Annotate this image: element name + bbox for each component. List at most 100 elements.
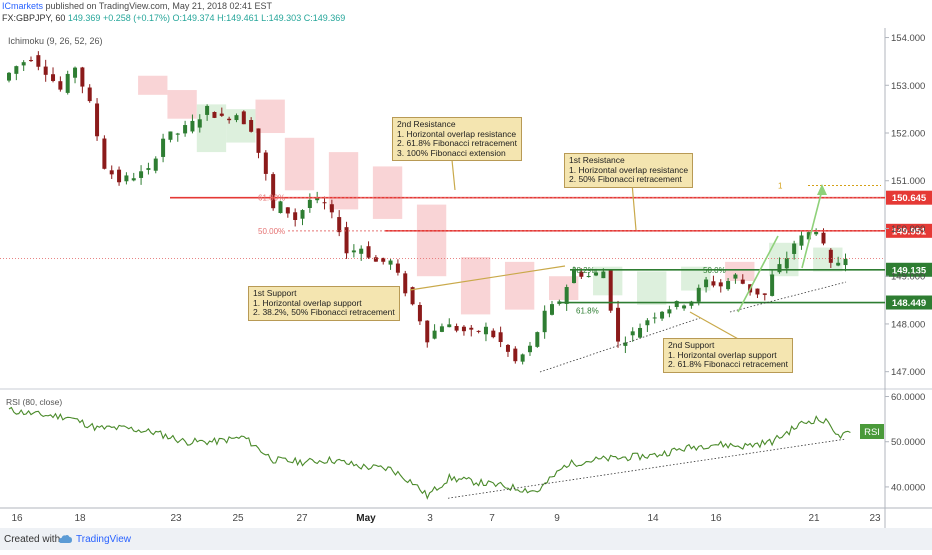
candle-body	[43, 66, 48, 75]
candle-body	[733, 274, 738, 279]
ichimoku-cloud-segment	[138, 75, 168, 95]
candle-body	[161, 138, 166, 157]
rsi-badge	[860, 424, 884, 439]
candle-body	[652, 317, 657, 319]
callout-pointer	[689, 311, 741, 341]
x-tick-label: 27	[296, 513, 308, 524]
candle-body	[630, 331, 635, 336]
x-tick-label: 9	[554, 513, 560, 524]
candle-body	[381, 257, 386, 262]
y-tick-label: 153.000	[891, 81, 925, 92]
rsi-line	[8, 406, 851, 500]
ichimoku-label[interactable]: Ichimoku (9, 26, 52, 26)	[8, 36, 103, 46]
candle-body	[498, 332, 503, 343]
candle-body	[461, 326, 466, 332]
candle-body	[366, 246, 371, 258]
y-tick-label: 154.000	[891, 33, 925, 44]
callout-line: 1. Horizontal overlap support	[668, 349, 777, 360]
candle-body	[146, 168, 151, 170]
candle-body	[726, 281, 731, 290]
footer-bar: Created with TradingView	[0, 528, 932, 550]
candle-body	[249, 120, 254, 132]
candle-body	[513, 348, 518, 362]
candle-body	[109, 170, 114, 175]
candle-body	[777, 264, 782, 273]
x-tick-label: 16	[710, 513, 722, 524]
callout-pointer	[409, 265, 566, 291]
ichimoku-cloud-segment	[460, 257, 491, 315]
ichimoku-cloud-segment	[548, 276, 579, 301]
candle-body	[403, 273, 408, 294]
candle-body	[821, 232, 826, 244]
close-value: C:149.369	[303, 13, 346, 23]
candle-body	[359, 248, 364, 254]
candle-body	[740, 279, 745, 284]
candle-body	[183, 125, 188, 134]
level-price-badge	[886, 262, 932, 277]
candle-body	[579, 271, 584, 277]
candle-body	[344, 227, 349, 254]
candle-body	[388, 260, 393, 265]
callout-resistance-2: 2nd Resistance 1. Horizontal overlap res…	[392, 117, 523, 161]
candle-body	[667, 309, 672, 314]
ichimoku-cloud-segment	[196, 104, 227, 153]
x-tick-label: 23	[869, 513, 881, 524]
callout-support-1: 1st Support 1. Horizontal overlap suppor…	[248, 286, 400, 321]
fib-label: 38.2%	[572, 266, 595, 275]
ichimoku-cloud-segment	[681, 266, 711, 291]
candle-body	[843, 258, 848, 266]
ichimoku-cloud-segment	[416, 204, 447, 277]
rsi-tick-label: 40.0000	[891, 482, 925, 493]
level-price-badge	[886, 190, 932, 205]
y-tick-label: 151.000	[891, 176, 925, 187]
ichimoku-cloud-segment	[167, 90, 197, 119]
candle-body	[124, 175, 129, 182]
last-price: 149.369	[67, 13, 101, 23]
candle-body	[469, 327, 474, 330]
candle-body	[117, 169, 122, 183]
x-tick-label: May	[356, 513, 376, 524]
candle-body	[205, 105, 210, 115]
rsi-tick-label: 60.0000	[891, 392, 925, 403]
level-price-label: 149.951	[892, 226, 927, 237]
candle-body	[755, 288, 760, 295]
candle-body	[131, 178, 136, 181]
candle-body	[814, 231, 819, 235]
symbol-label[interactable]: FX:GBPJPY, 60	[2, 13, 66, 23]
candle-body	[65, 73, 70, 93]
tradingview-logo[interactable]	[58, 531, 154, 550]
publisher-name[interactable]: ICmarkets	[2, 1, 44, 11]
ichimoku-cloud-segment	[637, 271, 667, 305]
fib-label: 1	[778, 182, 783, 191]
x-tick-label: 23	[170, 513, 182, 524]
callout-line: 2. 38.2%, 50% Fibonacci retracement	[253, 307, 395, 317]
ichimoku-cloud-segment	[255, 99, 285, 134]
fib-label: 61.80%	[258, 194, 285, 203]
level-price-label: 149.135	[892, 265, 927, 276]
candle-body	[696, 287, 701, 302]
callout-title: 2nd Resistance	[397, 119, 456, 129]
rsi-label: RSI (80, close)	[6, 397, 62, 407]
y-tick-label: 150.000	[891, 224, 925, 235]
candle-body	[36, 55, 41, 67]
candle-body	[572, 270, 577, 284]
x-tick-label: 25	[232, 513, 244, 524]
candle-body	[689, 301, 694, 306]
candle-body	[212, 111, 217, 118]
callout-title: 1st Support	[253, 288, 297, 298]
candle-body	[704, 279, 709, 288]
candle-body	[58, 81, 63, 90]
candle-body	[682, 305, 687, 309]
candle-body	[594, 272, 599, 276]
candle-body	[616, 307, 621, 342]
candle-body	[483, 326, 488, 335]
callout-line: 1. Horizontal overlap resistance	[569, 164, 689, 175]
tradingview-brand[interactable]: TradingView	[76, 534, 132, 545]
callout-title: 2nd Support	[668, 340, 715, 350]
candle-body	[175, 133, 180, 135]
candle-body	[792, 243, 797, 254]
candle-body	[315, 198, 320, 201]
candle-body	[197, 119, 202, 128]
candle-body	[322, 202, 327, 204]
